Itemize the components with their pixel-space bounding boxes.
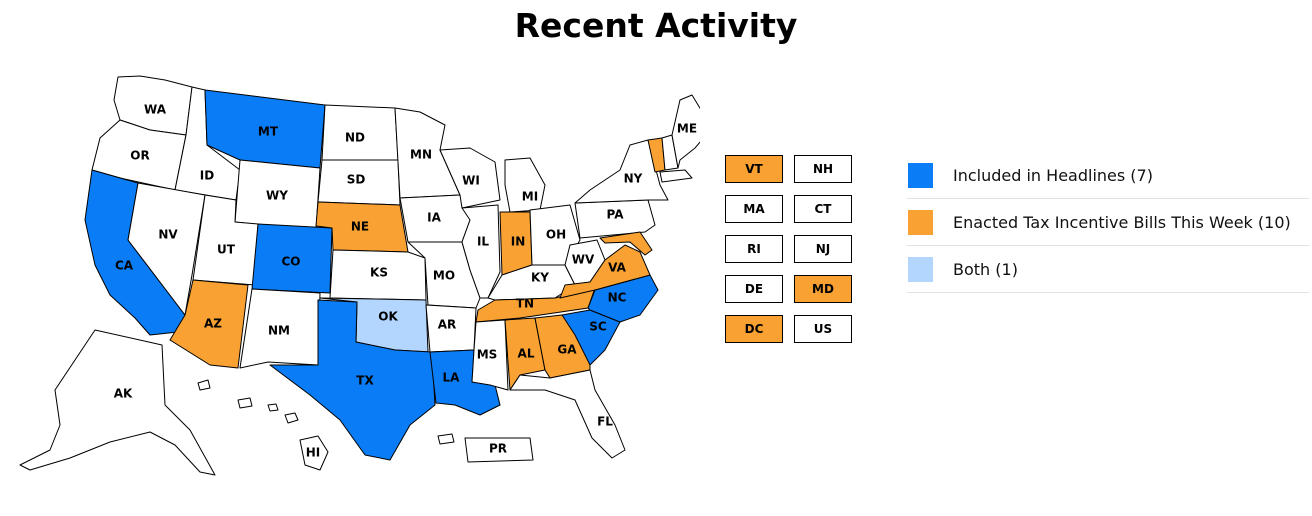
small-states-grid: VT NH MA CT RI NJ DE MD DC US [725,155,855,345]
state-label-ms: MS [477,348,498,362]
state-label-sd: SD [347,173,366,187]
us-map: WA OR CA ID NV MT WY UT AZ CO NM ND SD NE KS OK TX MN IA MO… [19,75,700,476]
state-label-ak: AK [114,387,133,401]
state-label-wa: WA [144,103,167,117]
state-label-or: OR [130,149,149,163]
state-hi-island [284,412,299,424]
small-state-box-ri[interactable]: RI [725,235,783,263]
legend-item-headlines: Included in Headlines (7) [907,152,1309,199]
state-ma[interactable] [659,169,693,183]
small-state-box-md[interactable]: MD [794,275,852,303]
state-label-mi: MI [522,190,538,204]
state-label-ia: IA [427,211,441,225]
state-label-pr: PR [489,442,507,456]
small-state-box-nh[interactable]: NH [794,155,852,183]
state-pr[interactable] [464,437,534,463]
state-label-az: AZ [204,317,222,331]
state-label-ks: KS [370,266,388,280]
state-label-ok: OK [378,310,398,324]
state-label-ar: AR [438,318,457,332]
state-label-in: IN [511,235,526,249]
small-state-box-dc[interactable]: DC [725,315,783,343]
state-label-wv: WV [572,253,595,267]
state-label-la: LA [443,371,461,385]
state-md[interactable] [599,231,653,256]
state-label-hi: HI [306,446,321,460]
state-il[interactable] [461,204,501,299]
state-nm[interactable] [239,288,321,369]
state-az[interactable] [169,279,249,369]
small-state-box-vt[interactable]: VT [725,155,783,183]
state-label-co: CO [281,255,300,269]
state-label-ga: GA [557,343,577,357]
island [197,379,211,391]
legend: Included in Headlines (7) Enacted Tax In… [907,152,1309,293]
small-state-box-nj[interactable]: NJ [794,235,852,263]
state-label-nm: NM [268,324,290,338]
state-label-me: ME [677,122,697,136]
state-label-mt: MT [258,125,279,139]
small-state-box-ma[interactable]: MA [725,195,783,223]
state-al[interactable] [504,317,546,391]
state-label-oh: OH [546,228,566,242]
state-label-wy: WY [266,189,288,203]
state-label-mn: MN [410,148,432,162]
legend-swatch-headlines [908,162,933,188]
state-label-pa: PA [607,208,625,222]
state-label-id: ID [200,169,214,183]
state-tx[interactable] [269,299,436,461]
state-wi[interactable] [439,147,501,209]
state-label-ny: NY [624,172,643,186]
state-label-tn: TN [516,297,534,311]
state-hi[interactable] [299,435,329,471]
state-label-ut: UT [217,243,236,257]
state-label-nv: NV [158,228,178,242]
state-label-nd: ND [345,131,365,145]
small-state-box-de[interactable]: DE [725,275,783,303]
small-state-box-ct[interactable]: CT [794,195,852,223]
state-fl[interactable] [509,369,626,459]
state-or[interactable] [91,119,187,191]
state-label-sc: SC [589,320,607,334]
island [237,397,253,409]
legend-label: Enacted Tax Incentive Bills This Week (1… [953,212,1291,232]
state-label-va: VA [608,261,626,275]
legend-label: Included in Headlines (7) [953,165,1153,185]
legend-swatch-enacted [908,209,933,235]
legend-item-both: Both (1) [907,246,1309,293]
state-label-ky: KY [531,271,549,285]
state-label-ca: CA [115,259,134,273]
legend-label: Both (1) [953,259,1018,279]
state-label-ne: NE [351,220,369,234]
state-me[interactable] [671,94,700,169]
state-ks[interactable] [329,249,427,301]
state-ny[interactable] [574,139,669,204]
state-label-tx: TX [356,374,374,388]
chart-title: Recent Activity [514,6,798,45]
state-label-wi: WI [462,174,480,188]
state-label-nc: NC [608,291,627,305]
legend-swatch-both [908,256,933,282]
state-label-al: AL [518,347,535,361]
state-nv[interactable] [127,182,206,316]
state-ak[interactable] [19,329,216,476]
state-va[interactable] [559,244,651,299]
legend-item-enacted: Enacted Tax Incentive Bills This Week (1… [907,199,1309,246]
state-label-mo: MO [433,269,455,283]
state-label-il: IL [477,235,489,249]
small-state-box-us[interactable]: US [794,315,852,343]
state-mi[interactable] [504,157,546,213]
state-hi-island [267,403,279,412]
state-label-fl: FL [597,415,613,429]
state-labels: WA OR CA ID NV MT WY UT AZ CO NM ND SD NE KS OK TX MN IA MO… [114,103,697,460]
island [437,433,455,445]
